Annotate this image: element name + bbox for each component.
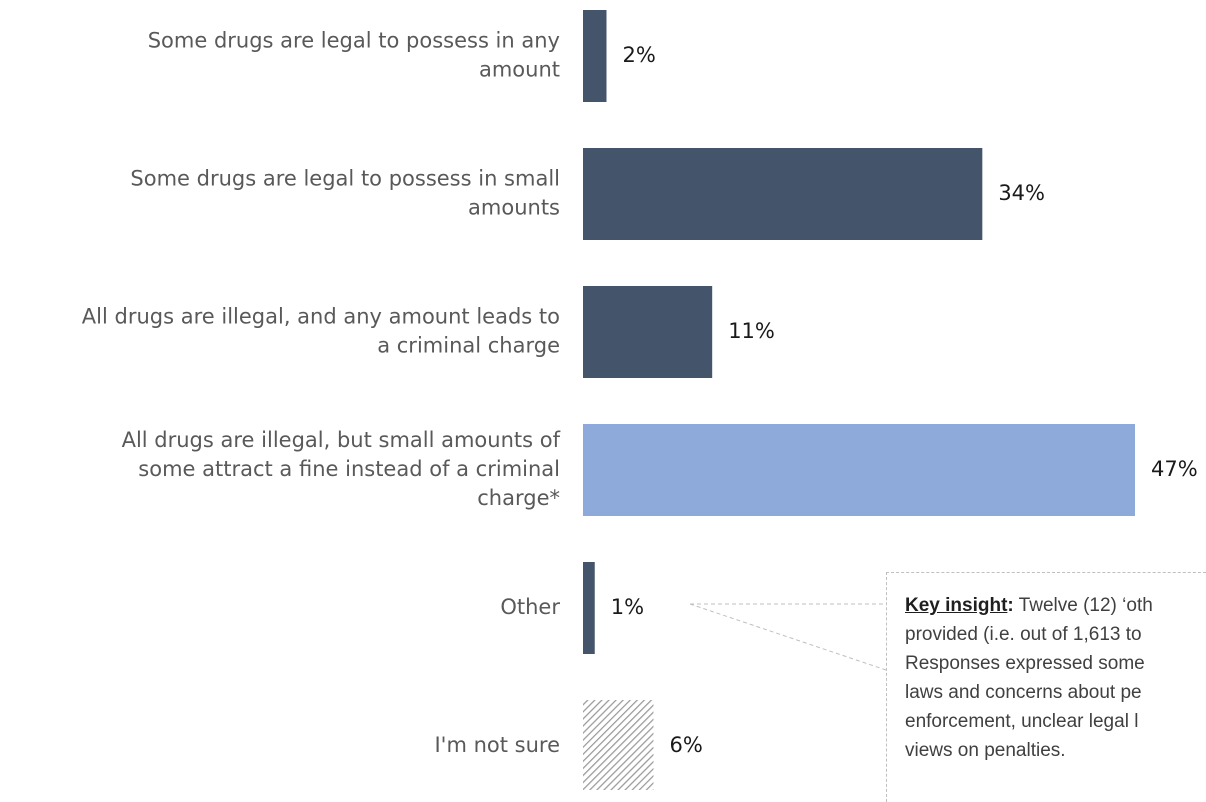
- key-insight-colon: :: [1007, 595, 1014, 616]
- category-label-2-line-1: Some drugs are legal to possess in small: [130, 167, 560, 191]
- value-label-2: 34%: [998, 181, 1045, 205]
- bar-4: [583, 424, 1135, 516]
- category-label-1-line-1: Some drugs are legal to possess in any: [148, 29, 560, 53]
- category-label-6-line-1: I'm not sure: [434, 733, 560, 757]
- category-label-3: All drugs are illegal, and any amount le…: [82, 305, 560, 358]
- category-label-4-line-2: some attract a fine instead of a crimina…: [138, 457, 560, 481]
- category-label-2: Some drugs are legal to possess in small…: [130, 167, 560, 220]
- category-label-6: I'm not sure: [434, 733, 560, 757]
- key-insight-first-line: Key insight: Twelve (12) ‘oth: [905, 591, 1206, 620]
- category-label-3-line-1: All drugs are illegal, and any amount le…: [82, 305, 560, 329]
- value-label-5: 1%: [611, 595, 644, 619]
- key-insight-line-3: Responses expressed some: [905, 653, 1145, 674]
- category-label-5-line-1: Other: [500, 595, 560, 619]
- key-insight-line-2: provided (i.e. out of 1,613 to: [905, 624, 1142, 645]
- key-insight-line-5: enforcement, unclear legal l: [905, 711, 1139, 732]
- category-label-3-line-2: a criminal charge: [377, 334, 560, 358]
- category-label-5: Other: [500, 595, 560, 619]
- bar-1: [583, 10, 607, 102]
- bar-6: [583, 700, 654, 790]
- bar-2: [583, 148, 983, 240]
- value-label-4: 47%: [1151, 457, 1198, 481]
- bar-3: [583, 286, 713, 378]
- category-label-1-line-2: amount: [479, 58, 560, 82]
- category-label-1: Some drugs are legal to possess in any am…: [148, 29, 560, 82]
- callout-connector-diagonal: [689, 603, 887, 671]
- key-insight-line-4: laws and concerns about pe: [905, 682, 1142, 703]
- value-label-3: 11%: [728, 319, 775, 343]
- category-label-4-line-1: All drugs are illegal, but small amounts…: [122, 428, 561, 452]
- key-insight-line-1: Twelve (12) ‘oth: [1013, 595, 1153, 616]
- value-label-1: 2%: [622, 43, 655, 67]
- category-label-4: All drugs are illegal, but small amounts…: [122, 428, 561, 510]
- value-label-6: 6%: [669, 733, 702, 757]
- key-insight-keyword: Key insight: [905, 595, 1008, 616]
- key-insight-line-6: views on penalties.: [905, 740, 1066, 761]
- category-label-4-line-3: charge*: [477, 486, 560, 510]
- bar-5: [583, 562, 595, 654]
- category-label-2-line-2: amounts: [468, 196, 560, 220]
- key-insight-callout: Key insight: Twelve (12) ‘oth provided (…: [886, 572, 1206, 802]
